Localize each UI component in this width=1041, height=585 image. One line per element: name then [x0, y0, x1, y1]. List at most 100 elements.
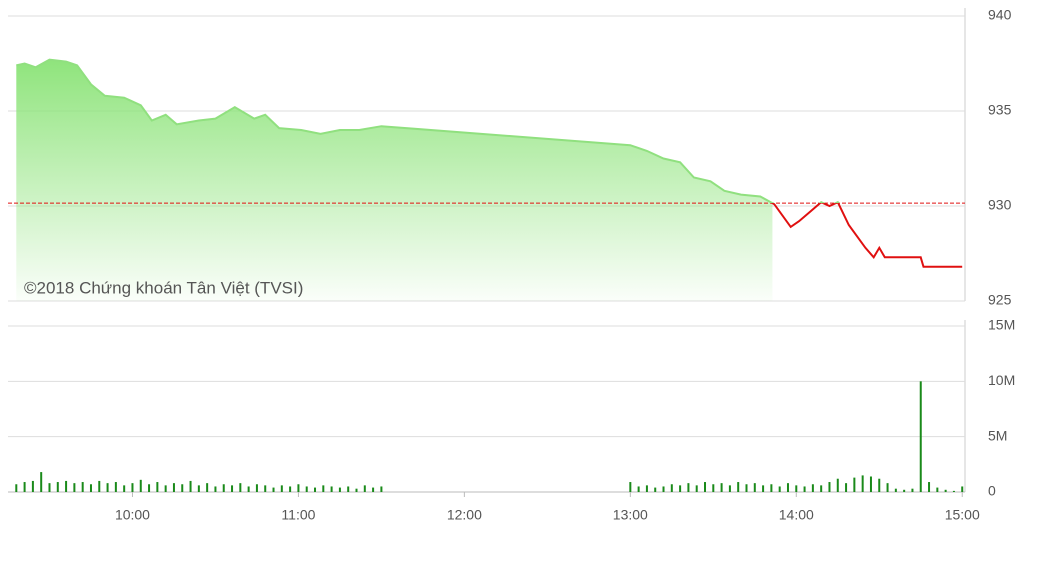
volume-bar [156, 482, 159, 492]
volume-bar [762, 485, 765, 492]
volume-bar [778, 486, 781, 492]
volume-bar [811, 484, 814, 492]
volume-bar [56, 482, 59, 492]
volume-bar [197, 485, 200, 492]
volume-bar [670, 484, 673, 492]
volume-bar [695, 485, 698, 492]
y-tick-label: 940 [988, 7, 1012, 23]
x-tick-label: 14:00 [779, 507, 814, 523]
volume-bar [214, 486, 217, 492]
volume-bar [786, 483, 789, 492]
volume-bar [372, 487, 375, 492]
volume-bar [662, 486, 665, 492]
volume-bar [73, 483, 76, 492]
y-tick-label: 0 [988, 483, 996, 499]
volume-bar [89, 484, 92, 492]
volume-bar [845, 483, 848, 492]
volume-bar [65, 480, 68, 492]
volume-bar [322, 485, 325, 492]
y-tick-label: 925 [988, 292, 1012, 308]
volume-bar [23, 482, 26, 492]
x-tick-label: 10:00 [115, 507, 150, 523]
y-tick-label: 935 [988, 102, 1012, 118]
volume-bar [952, 490, 955, 492]
volume-bar [98, 480, 101, 492]
volume-bar [380, 486, 383, 492]
volume-bar [936, 487, 939, 492]
volume-bar [81, 482, 84, 492]
volume-bar [189, 480, 192, 492]
volume-bar [704, 482, 707, 492]
volume-bar [645, 485, 648, 492]
volume-bar [637, 486, 640, 492]
volume-bar [679, 485, 682, 492]
y-tick-label: 930 [988, 197, 1012, 213]
price-line-down [770, 203, 963, 268]
y-tick-label: 10M [988, 372, 1015, 388]
volume-bar [795, 485, 798, 492]
volume-bar [247, 486, 250, 492]
volume-bar [928, 482, 931, 492]
volume-bar [330, 486, 333, 492]
volume-bar [172, 483, 175, 492]
y-tick-label: 15M [988, 317, 1015, 333]
volume-bar [40, 472, 43, 492]
x-tick-label: 15:00 [945, 507, 980, 523]
volume-bar [770, 484, 773, 492]
volume-bar [903, 489, 906, 492]
volume-bar [712, 484, 715, 492]
volume-bar [629, 482, 632, 492]
y-tick-label: 5M [988, 427, 1007, 443]
volume-bar [944, 489, 947, 492]
volume-bar [654, 487, 657, 492]
volume-bar [737, 482, 740, 492]
volume-bar [894, 488, 897, 492]
volume-bar [15, 484, 18, 492]
volume-bar [861, 475, 864, 492]
volume-bar [828, 482, 831, 492]
volume-bar [123, 485, 126, 492]
volume-bar [720, 483, 723, 492]
volume-bar [239, 483, 242, 492]
volume-bar [820, 485, 823, 492]
volume-bar [961, 486, 964, 492]
x-tick-label: 13:00 [613, 507, 648, 523]
volume-bar [31, 480, 34, 492]
volume-bar [886, 483, 889, 492]
volume-bar [347, 486, 350, 492]
x-tick-label: 11:00 [281, 507, 315, 523]
price-line-up [16, 58, 840, 204]
volume-bar [231, 485, 234, 492]
volume-bar [148, 484, 151, 492]
volume-bar [355, 488, 358, 492]
volume-bar [114, 482, 117, 492]
volume-bar [363, 485, 366, 492]
volume-bar [338, 487, 341, 492]
volume-bar [264, 485, 267, 492]
volume-bar [305, 486, 308, 492]
volume-bar [687, 483, 690, 492]
volume-bar [255, 484, 258, 492]
volume-bar [280, 485, 283, 492]
price-area [16, 59, 773, 301]
x-tick-label: 12:00 [447, 507, 482, 523]
volume-bar [911, 488, 914, 492]
volume-bar [745, 484, 748, 492]
volume-bar [222, 484, 225, 492]
volume-bar [297, 484, 300, 492]
volume-bar [753, 483, 756, 492]
volume-bar [139, 479, 142, 492]
volume-bar [836, 478, 839, 492]
volume-bar [48, 483, 51, 492]
volume-bar [272, 487, 275, 492]
volume-bar [803, 486, 806, 492]
volume-bar [853, 477, 856, 492]
volume-bar [878, 478, 881, 492]
volume-bar [289, 486, 292, 492]
volume-bar [869, 476, 872, 492]
volume-bar [164, 485, 167, 492]
volume-bar [314, 487, 317, 492]
copyright: ©2018 Chứng khoán Tân Việt (TVSI) [24, 278, 303, 297]
volume-bar [106, 483, 109, 492]
